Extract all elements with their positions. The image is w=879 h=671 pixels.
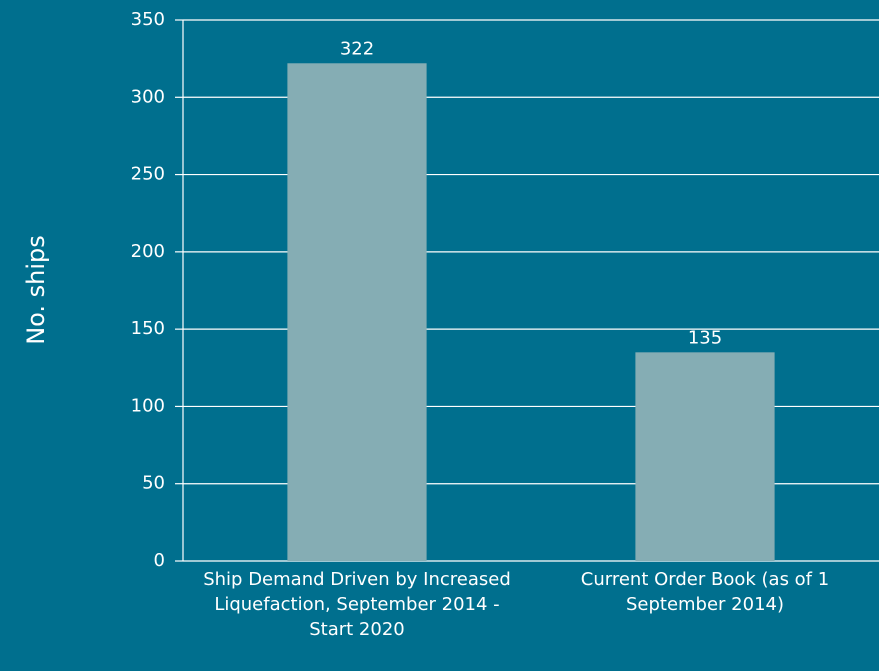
y-tick-label: 100 (131, 395, 165, 416)
data-label: 135 (688, 327, 722, 348)
y-tick-label: 200 (131, 241, 165, 262)
y-tick-label: 350 (131, 9, 165, 30)
bar (635, 352, 775, 561)
data-label: 322 (340, 38, 374, 59)
bar (287, 63, 427, 561)
y-tick-label: 300 (131, 86, 165, 107)
y-tick-label: 150 (131, 318, 165, 339)
x-tick-label: Ship Demand Driven by Increased Liquefac… (203, 569, 511, 640)
y-tick-label: 50 (142, 473, 165, 494)
x-tick-label: Current Order Book (as of 1 September 20… (580, 569, 830, 615)
y-tick-label: 250 (131, 164, 165, 185)
y-axis-label: No. ships (22, 235, 50, 345)
y-tick-label: 0 (154, 550, 165, 571)
